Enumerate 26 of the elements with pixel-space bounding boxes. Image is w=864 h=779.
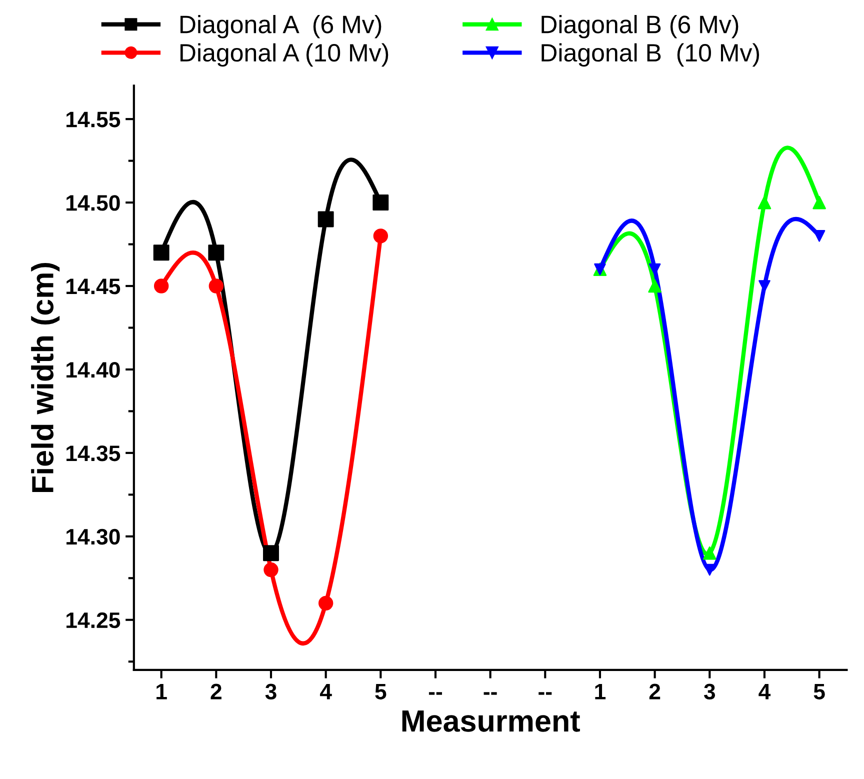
x-tick-label: 4	[320, 684, 332, 700]
x-tick-label: 5	[814, 684, 825, 700]
x-tick-label: 4	[758, 684, 771, 700]
x-tick-label: 5	[375, 684, 386, 700]
x-tick-label: --	[428, 692, 442, 695]
y-tick-label: 14.35	[66, 445, 120, 462]
x-tick-label: 3	[265, 684, 276, 700]
y-tick-label: 14.40	[66, 362, 120, 378]
x-tick-label: 3	[704, 684, 716, 700]
x-tick-label: 2	[649, 684, 660, 700]
x-axis-title: Measurment	[402, 710, 580, 732]
legend-label: Diagonal A (6 Mv)	[180, 15, 382, 38]
y-axis-title: Field width (cm)	[31, 263, 60, 492]
x-tick-label: --	[538, 692, 552, 695]
legend-label: Diagonal A (10 Mv)	[180, 43, 388, 67]
x-tick-label: 1	[156, 684, 167, 700]
y-tick-label: 14.55	[66, 112, 120, 128]
x-tick-label: 1	[595, 684, 606, 700]
y-tick-label: 14.25	[66, 612, 120, 628]
legend-label: Diagonal B (10 Mv)	[542, 43, 760, 67]
y-tick-label: 14.30	[66, 528, 120, 545]
x-tick-label: 2	[210, 684, 222, 700]
x-tick-label: --	[484, 692, 497, 695]
legend-label: Diagonal B (6 Mv)	[542, 15, 738, 38]
y-tick-label: 14.45	[66, 278, 120, 294]
y-tick-label: 14.50	[66, 195, 120, 211]
